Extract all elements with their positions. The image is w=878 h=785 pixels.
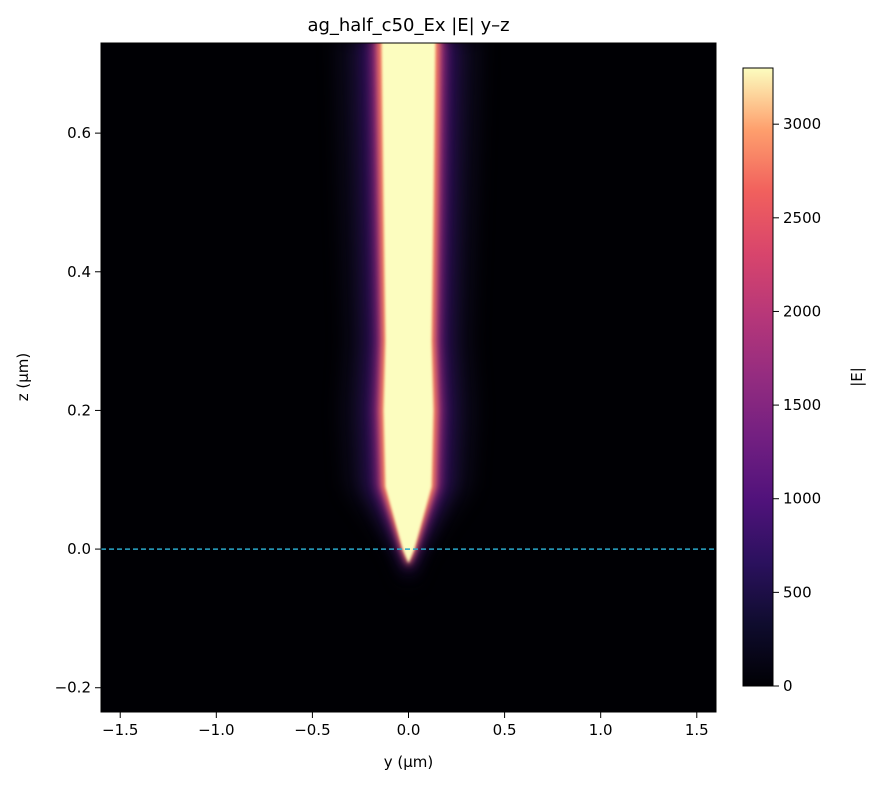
chart-title: ag_half_c50_Ex |E| y–z <box>307 15 509 36</box>
colorbar-tick-label: 2500 <box>783 209 821 227</box>
x-tick-label: −0.5 <box>294 721 330 739</box>
colorbar-tick-label: 2000 <box>783 302 821 320</box>
field-core <box>381 43 436 563</box>
colorbar-tick-label: 0 <box>783 677 793 695</box>
x-tick-label: 1.5 <box>685 721 709 739</box>
x-axis: −1.5 −1.0 −0.5 0.0 0.5 1.0 1.5 <box>102 712 709 739</box>
y-axis-label: z (µm) <box>14 353 32 402</box>
colorbar-tick-label: 1500 <box>783 396 821 414</box>
colorbar: 0 500 1000 1500 2000 2500 3000 |E| <box>742 67 866 695</box>
heatmap-field <box>338 43 479 586</box>
colorbar-ticks: 0 500 1000 1500 2000 2500 3000 <box>773 115 821 695</box>
y-tick-label: 0.4 <box>67 263 91 281</box>
x-tick-label: −1.0 <box>198 721 234 739</box>
colorbar-label: |E| <box>848 367 866 387</box>
plot-area <box>100 42 717 713</box>
x-tick-label: 0.5 <box>493 721 517 739</box>
colorbar-gradient <box>742 67 774 687</box>
x-tick-label: 0.0 <box>397 721 421 739</box>
x-tick-label: 1.0 <box>589 721 613 739</box>
x-tick-label: −1.5 <box>102 721 138 739</box>
y-tick-label: −0.2 <box>55 679 91 697</box>
colorbar-tick-label: 1000 <box>783 490 821 508</box>
y-tick-label: 0.0 <box>67 540 91 558</box>
colorbar-tick-label: 3000 <box>783 115 821 133</box>
colorbar-tick-label: 500 <box>783 583 812 601</box>
y-axis: −0.2 0.0 0.2 0.4 0.6 <box>55 124 101 697</box>
x-axis-label: y (µm) <box>384 753 434 771</box>
y-tick-label: 0.2 <box>67 401 91 419</box>
y-tick-label: 0.6 <box>67 124 91 142</box>
